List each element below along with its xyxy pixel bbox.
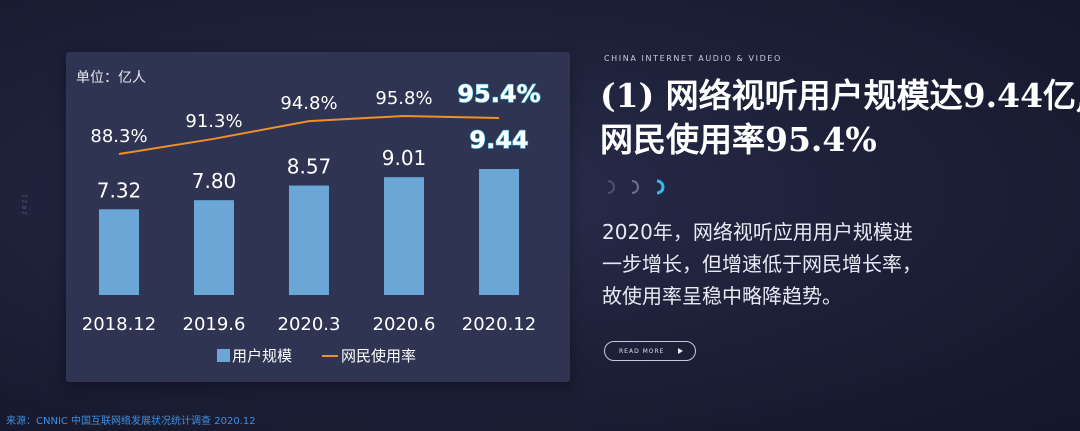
bar-value-label-2020.12: 9.44 — [469, 126, 528, 154]
rate-value-label-2020.12: 95.4% — [457, 80, 540, 108]
kicker: CHINA INTERNET AUDIO & VIDEO — [604, 54, 782, 63]
headline-line-1: (1) 网络视听用户规模达9.44亿, — [600, 76, 1080, 115]
bar-2020.12 — [479, 169, 519, 295]
play-arrow-icon — [678, 348, 683, 354]
decorative-dots-icon — [607, 179, 665, 195]
chart-panel: 单位：亿人 7.32 7.80 8.57 9.01 9.44 88.3% 91.3% 94.8%… — [66, 52, 570, 382]
category-label-2019.6: 2019.6 — [183, 314, 246, 335]
bar-2020.3 — [289, 185, 329, 295]
side-year-label: 2021 — [21, 192, 29, 215]
bar-value-label-2020.3: 8.57 — [287, 155, 332, 179]
bar-2019.6 — [194, 200, 234, 295]
bar-2018.12 — [99, 209, 139, 295]
usage-rate-line — [118, 114, 500, 155]
category-label-2020.3: 2020.3 — [278, 314, 341, 335]
rate-value-label-2020.3: 94.8% — [280, 93, 337, 114]
bar-value-label-2018.12: 7.32 — [97, 178, 142, 202]
body-text: 2020年，网络视听应用用户规模进一步增长，但增速低于网民增长率，故使用率呈稳中… — [602, 220, 922, 308]
chart: 单位：亿人 7.32 7.80 8.57 9.01 9.44 88.3% 91.3% 94.8%… — [76, 70, 541, 365]
category-label-2018.12: 2018.12 — [82, 314, 156, 335]
rate-value-label-2020.6: 95.8% — [375, 88, 432, 109]
read-more-label: READ MORE — [619, 347, 665, 355]
legend-bar-swatch — [217, 349, 230, 362]
bar-2020.6 — [384, 177, 424, 295]
bar-value-label-2020.6: 9.01 — [382, 146, 427, 170]
category-label-2020.12: 2020.12 — [462, 314, 536, 335]
unit-label: 单位：亿人 — [76, 70, 146, 86]
legend-bar-label: 用户规模 — [232, 347, 292, 365]
rate-value-label-2018.12: 88.3% — [90, 126, 147, 147]
headline-line-2: 网民使用率95.4% — [600, 120, 877, 159]
bar-value-label-2019.6: 7.80 — [192, 169, 237, 193]
legend-line-label: 网民使用率 — [341, 347, 416, 365]
headline: (1) 网络视听用户规模达9.44亿, 网民使用率95.4% — [600, 74, 1080, 162]
category-label-2020.6: 2020.6 — [373, 314, 436, 335]
read-more-button[interactable]: READ MORE — [604, 341, 696, 361]
rate-value-label-2019.6: 91.3% — [185, 111, 242, 132]
source-note: 来源：CNNIC 中国互联网络发展状况统计调查 2020.12 — [6, 416, 256, 427]
